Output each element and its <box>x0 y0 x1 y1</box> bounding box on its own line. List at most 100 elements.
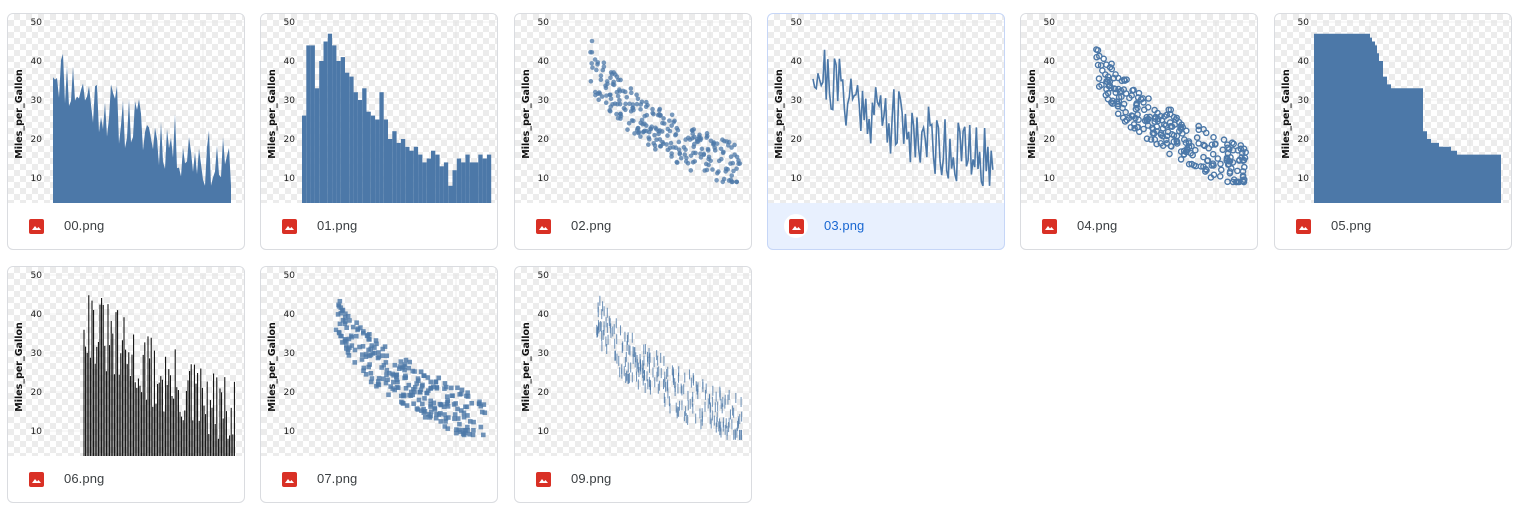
square-mark <box>350 324 356 330</box>
bar-mark <box>461 162 466 203</box>
square-mark <box>477 399 482 405</box>
square-mark <box>471 419 476 425</box>
point-mark <box>668 140 674 146</box>
image-file-icon <box>531 214 555 238</box>
bar-mark <box>366 111 371 203</box>
file-card-footer: 09.png <box>515 456 751 502</box>
point-mark <box>650 106 655 112</box>
file-card[interactable]: 10 20 30 40 50 Miles_per_Gallon 06.png <box>7 266 245 503</box>
point-mark <box>1164 128 1172 136</box>
square-mark <box>442 381 448 386</box>
square-mark <box>460 427 466 433</box>
point-mark <box>716 169 721 174</box>
point-mark <box>1151 136 1159 143</box>
square-mark <box>402 362 408 367</box>
point-mark <box>596 97 602 102</box>
bar-mark <box>370 115 376 203</box>
square-mark <box>419 383 425 389</box>
y-tick-label: 50 <box>31 271 43 281</box>
square-mark <box>391 373 396 378</box>
file-card[interactable]: 10 20 30 40 50 Miles_per_Gallon 03.png <box>767 13 1005 250</box>
image-file-icon-glyph <box>28 218 44 234</box>
square-mark <box>380 346 386 352</box>
point-mark <box>708 138 714 144</box>
file-card[interactable]: 10 20 30 40 50 Miles_per_Gallon 05.png <box>1274 13 1512 250</box>
point-mark <box>1229 146 1237 154</box>
square-mark <box>376 379 381 384</box>
point-mark <box>1095 75 1103 82</box>
file-card[interactable]: 10 20 30 40 50 Miles_per_Gallon 01.png <box>260 13 498 250</box>
bar-mark <box>418 154 423 203</box>
file-card-footer: 05.png <box>1275 203 1511 249</box>
point-mark <box>659 129 665 134</box>
square-mark <box>415 376 421 381</box>
point-mark <box>667 118 672 123</box>
point-mark <box>1167 106 1175 114</box>
file-card[interactable]: 10 20 30 40 50 Miles_per_Gallon 04.png <box>1020 13 1258 250</box>
file-card[interactable]: 10 20 30 40 50 Miles_per_Gallon 07.png <box>260 266 498 503</box>
y-axis: 10 20 30 40 50 Miles_per_Gallon <box>521 271 751 456</box>
square-mark <box>422 396 427 401</box>
point-mark <box>1170 138 1178 145</box>
point-mark <box>737 161 743 166</box>
bar-mark <box>448 185 453 203</box>
point-mark <box>638 120 644 126</box>
square-mark <box>434 385 440 391</box>
square-mark <box>394 372 400 378</box>
square-mark <box>403 373 408 379</box>
point-mark <box>1202 168 1209 175</box>
square-mark <box>431 400 437 406</box>
square-mark <box>418 369 424 375</box>
bar-mark <box>349 76 354 203</box>
y-tick-label: 10 <box>31 174 43 184</box>
square-mark <box>342 321 348 327</box>
file-thumbnail: 10 20 30 40 50 Miles_per_Gallon <box>768 14 1004 203</box>
file-card[interactable]: 10 20 30 40 50 Miles_per_Gallon 00.png <box>7 13 245 250</box>
square-mark <box>406 365 412 371</box>
point-mark <box>1144 104 1152 111</box>
file-name: 09.png <box>571 471 612 486</box>
square-mark <box>424 390 430 396</box>
chart-marks <box>1093 46 1249 186</box>
file-thumbnail: 10 20 30 40 50 Miles_per_Gallon <box>8 267 244 456</box>
point-mark <box>1131 124 1138 132</box>
square-mark <box>443 384 449 390</box>
y-axis: 10 20 30 40 50 Miles_per_Gallon <box>774 18 1004 203</box>
point-mark <box>1166 150 1173 158</box>
square-mark <box>366 364 371 370</box>
point-mark <box>644 112 650 118</box>
point-mark <box>618 77 623 83</box>
point-mark <box>656 128 661 134</box>
square-mark <box>363 372 369 377</box>
point-mark <box>1166 110 1174 118</box>
file-name: 05.png <box>1331 218 1372 233</box>
square-mark <box>406 382 412 388</box>
file-card-footer: 06.png <box>8 456 244 502</box>
point-mark <box>1192 162 1200 170</box>
square-mark <box>428 404 433 409</box>
bar-mark <box>482 158 487 203</box>
square-mark <box>407 359 412 365</box>
point-mark <box>699 146 705 152</box>
chart-preview: 10 20 30 40 50 Miles_per_Gallon <box>14 271 244 456</box>
point-mark <box>1163 139 1171 147</box>
point-mark <box>593 92 598 98</box>
bar-mark <box>486 154 492 203</box>
file-card[interactable]: 10 20 30 40 50 Miles_per_Gallon 02.png <box>514 13 752 250</box>
point-mark <box>690 128 695 133</box>
square-mark <box>342 315 348 320</box>
point-mark <box>594 67 599 73</box>
square-mark <box>388 384 393 389</box>
square-mark <box>380 353 385 358</box>
point-mark <box>673 145 679 151</box>
bar-mark <box>375 119 380 203</box>
point-mark <box>648 126 654 132</box>
square-mark <box>361 365 367 371</box>
point-mark <box>720 179 726 185</box>
square-mark <box>344 325 349 330</box>
file-card[interactable]: 10 20 30 40 50 Miles_per_Gallon 09.png <box>514 266 752 503</box>
image-file-icon-glyph <box>535 471 551 487</box>
point-mark <box>1140 125 1147 133</box>
square-mark <box>354 320 359 325</box>
point-mark <box>1143 135 1151 142</box>
